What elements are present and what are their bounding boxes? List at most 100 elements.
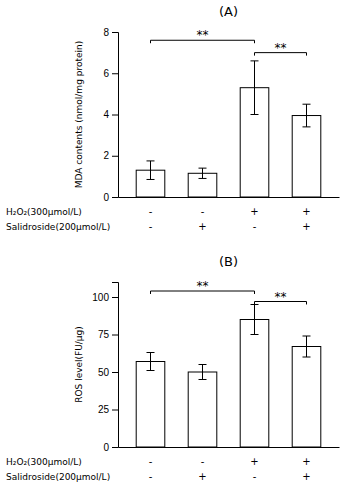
error-bar <box>147 353 155 371</box>
y-tick: 25 <box>98 404 118 415</box>
y-tick-mark <box>112 32 118 33</box>
x-axis <box>119 447 340 448</box>
y-tick-label: 2 <box>103 150 109 161</box>
error-bar-stem <box>202 168 203 178</box>
x-axis-line <box>119 447 340 448</box>
y-tick-label: 25 <box>98 404 110 415</box>
bar <box>292 116 321 197</box>
y-tick-label: 0 <box>103 192 109 203</box>
error-bar <box>147 161 155 180</box>
y-tick-mark <box>112 197 118 198</box>
row-symbol: + <box>302 221 310 232</box>
bar <box>240 320 269 448</box>
error-bar-stem <box>202 365 203 380</box>
y-tick-label: 6 <box>103 68 109 79</box>
row-symbol: + <box>250 456 258 467</box>
error-bar-stem <box>150 161 151 180</box>
row-symbol: - <box>253 471 257 482</box>
plot-area <box>136 61 321 197</box>
y-tick-mark <box>112 335 118 336</box>
error-bar-cap <box>251 114 259 115</box>
error-bar-stem <box>306 336 307 357</box>
row-symbol: - <box>253 221 257 232</box>
y-tick-mark <box>112 297 118 298</box>
y-tick-label: 8 <box>103 27 109 38</box>
significance-label: ** <box>275 290 287 304</box>
row-symbol: - <box>201 456 205 467</box>
row-symbol: + <box>302 471 310 482</box>
y-axis-line <box>112 283 119 448</box>
x-axis-line <box>119 197 340 198</box>
significance-label: ** <box>275 41 287 55</box>
error-bar-cap <box>303 104 311 105</box>
row-symbol: + <box>250 206 258 217</box>
error-bar-cap <box>147 160 155 161</box>
error-bar <box>199 365 207 380</box>
error-bar-cap <box>147 179 155 180</box>
row-symbol: + <box>198 221 206 232</box>
row-label: H₂O₂(300μmol/L) <box>6 457 82 467</box>
row-label: Salidroside(200μmol/L) <box>6 472 110 482</box>
panel-title: (A) <box>219 4 238 19</box>
y-axis-title: MDA contents (nmol/mg protein) <box>74 41 84 188</box>
y-axis-title: ROS level(FU/μg) <box>74 326 84 403</box>
chart: 0 2 4 6 8 MDA contents (nmol/mg protein) (A) **… <box>0 0 349 500</box>
error-bar-cap <box>251 334 259 335</box>
y-tick-label: 4 <box>103 109 109 120</box>
error-bar-cap <box>199 379 207 380</box>
plot-area <box>136 305 321 448</box>
row-symbol: + <box>302 206 310 217</box>
y-tick: 0 <box>103 442 118 453</box>
y-axis: 0 2 4 6 8 <box>103 27 118 203</box>
y-tick: 50 <box>98 367 118 378</box>
bar <box>136 362 165 448</box>
error-bar-cap <box>147 352 155 353</box>
y-tick-mark <box>112 447 118 448</box>
error-bar-cap <box>303 357 311 358</box>
error-bar-cap <box>303 126 311 127</box>
error-bar <box>199 168 207 178</box>
row-symbol: + <box>302 456 310 467</box>
error-bar-cap <box>199 168 207 169</box>
bar <box>188 372 217 447</box>
y-tick: 75 <box>98 329 118 340</box>
error-bar <box>251 61 259 115</box>
significance-label: ** <box>197 28 209 42</box>
error-bar <box>251 305 259 335</box>
y-tick: 2 <box>103 150 118 161</box>
y-tick: 100 <box>92 292 118 303</box>
error-bar-cap <box>147 370 155 371</box>
error-bar-stem <box>254 61 255 115</box>
y-tick-mark <box>112 73 118 74</box>
row-symbol: - <box>149 221 153 232</box>
error-bar <box>303 336 311 357</box>
error-bar-stem <box>254 305 255 335</box>
error-bar-stem <box>150 353 151 371</box>
row-symbol: - <box>149 471 153 482</box>
error-bar-cap <box>199 178 207 179</box>
y-tick: 0 <box>103 192 118 203</box>
y-tick-label: 100 <box>92 292 109 303</box>
significance-label: ** <box>197 279 209 293</box>
bar <box>292 347 321 448</box>
error-bar-cap <box>303 336 311 337</box>
row-symbol: + <box>198 471 206 482</box>
y-axis-line <box>112 33 119 198</box>
x-axis <box>119 197 340 198</box>
y-tick-mark <box>112 115 118 116</box>
y-tick: 4 <box>103 109 118 120</box>
panel: 0 2 4 6 8 MDA contents (nmol/mg protein) (A) **… <box>6 4 340 232</box>
y-tick-mark <box>112 410 118 411</box>
y-tick-label: 75 <box>98 329 110 340</box>
y-tick-mark <box>112 156 118 157</box>
panel: 0 25 50 75 100 ROS level(FU/μg) (B) ** ** H₂O₂(30… <box>6 254 340 482</box>
y-tick: 6 <box>103 68 118 79</box>
panel-title: (B) <box>219 254 238 269</box>
y-tick-label: 50 <box>98 367 110 378</box>
row-label: H₂O₂(300μmol/L) <box>6 207 82 217</box>
row-label: Salidroside(200μmol/L) <box>6 222 110 232</box>
error-bar-cap <box>251 60 259 61</box>
row-symbol: - <box>149 456 153 467</box>
error-bar <box>303 104 311 127</box>
row-symbol: - <box>149 206 153 217</box>
